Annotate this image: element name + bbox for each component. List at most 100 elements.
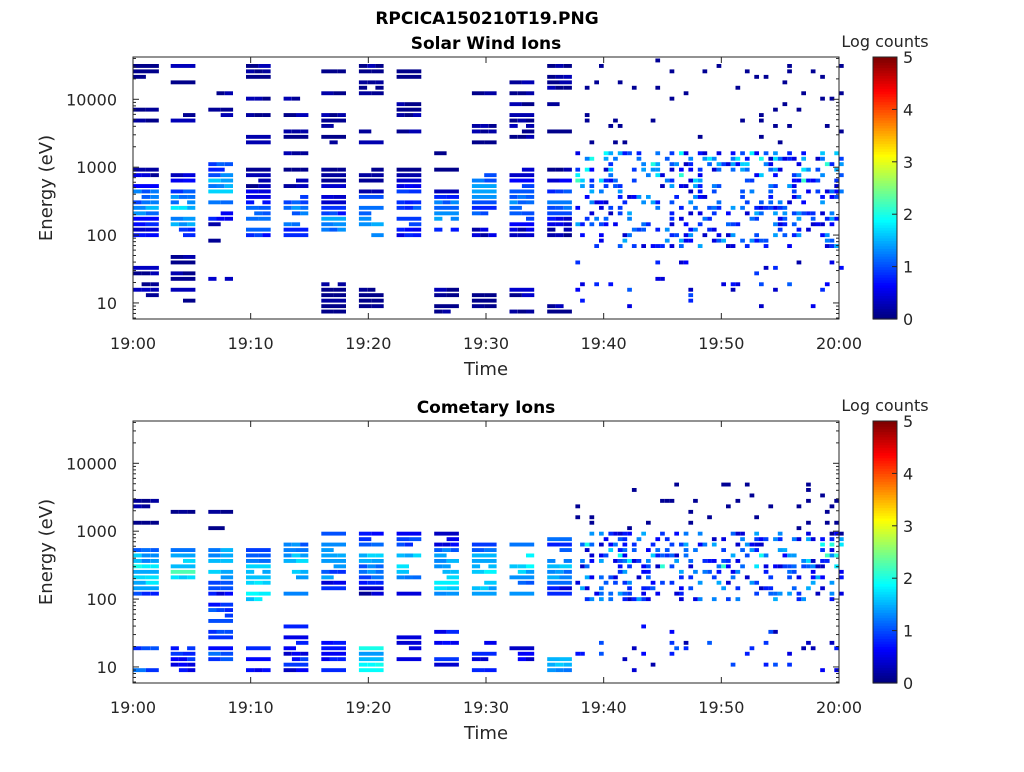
y-tick-label: 10 xyxy=(97,658,117,677)
heatmap-cell xyxy=(749,216,755,221)
heatmap-cell xyxy=(815,591,821,596)
heatmap-cell xyxy=(471,553,497,558)
heatmap-cell xyxy=(636,575,642,580)
heatmap-cell xyxy=(702,569,708,574)
colorbar-step xyxy=(873,256,897,260)
heatmap-cell xyxy=(669,151,675,156)
heatmap-cell xyxy=(810,304,816,309)
heatmap-cell xyxy=(636,227,642,232)
heatmap-cell xyxy=(471,657,481,662)
heatmap-cell xyxy=(693,195,698,199)
heatmap-cell xyxy=(711,211,717,216)
heatmap-cell xyxy=(509,211,522,216)
heatmap-cell xyxy=(434,559,447,563)
colorbar-step xyxy=(873,565,897,569)
heatmap-cell xyxy=(329,553,338,558)
heatmap-cell xyxy=(246,173,271,178)
heatmap-cell xyxy=(763,564,769,569)
heatmap-cell xyxy=(170,222,179,227)
heatmap-cell xyxy=(216,629,225,634)
colorbar-step xyxy=(873,177,897,181)
heatmap-cell xyxy=(434,167,459,172)
heatmap-cell xyxy=(509,205,522,210)
colorbar-step xyxy=(873,567,897,571)
colorbar-step xyxy=(873,243,897,247)
y-tick-label: 10 xyxy=(97,294,117,313)
heatmap-cell xyxy=(547,189,556,194)
heatmap-cell xyxy=(683,222,689,227)
heatmap-cell xyxy=(141,271,151,276)
heatmap-cell xyxy=(773,591,778,596)
colorbar-step xyxy=(873,572,897,577)
heatmap-cell xyxy=(791,195,797,199)
heatmap-cell xyxy=(707,205,712,210)
colorbar-step xyxy=(873,441,897,446)
heatmap-cell xyxy=(599,189,604,194)
heatmap-cell xyxy=(408,189,422,194)
colorbar-step xyxy=(873,269,897,273)
heatmap-cell xyxy=(754,74,759,79)
heatmap-cell xyxy=(693,227,698,232)
heatmap-cell xyxy=(711,184,717,188)
heatmap-cell xyxy=(740,118,745,123)
heatmap-cell xyxy=(631,85,637,90)
heatmap-cell xyxy=(471,548,485,552)
heatmap-cell xyxy=(321,282,330,287)
heatmap-cell xyxy=(655,205,661,210)
heatmap-cell xyxy=(584,156,590,161)
heatmap-cell xyxy=(555,662,564,667)
heatmap-cell xyxy=(820,575,825,580)
heatmap-cell xyxy=(471,591,497,596)
heatmap-cell xyxy=(763,74,769,79)
heatmap-cell xyxy=(782,548,788,552)
y-tick-label: 1000 xyxy=(76,158,117,177)
heatmap-cell xyxy=(693,498,698,503)
heatmap-cell xyxy=(509,118,518,123)
heatmap-cell xyxy=(526,569,535,574)
heatmap-cell xyxy=(509,227,518,232)
heatmap-cell xyxy=(646,520,651,525)
heatmap-cell xyxy=(768,167,774,172)
heatmap-cell xyxy=(404,575,413,580)
heatmap-cell xyxy=(829,580,835,585)
heatmap-cell xyxy=(627,586,632,591)
heatmap-cell xyxy=(744,542,750,547)
heatmap-cell xyxy=(404,205,413,210)
heatmap-cell xyxy=(358,575,372,580)
heatmap-cell xyxy=(697,244,703,248)
heatmap-cell xyxy=(820,537,825,542)
heatmap-cell xyxy=(730,156,736,161)
heatmap-cell xyxy=(434,195,447,199)
heatmap-cell xyxy=(679,167,684,172)
heatmap-cell xyxy=(730,167,736,172)
heatmap-cell xyxy=(711,156,717,161)
colorbar-step xyxy=(873,614,897,619)
heatmap-cell xyxy=(208,167,217,172)
heatmap-cell xyxy=(396,129,409,134)
heatmap-cell xyxy=(170,64,196,68)
colorbar-step xyxy=(873,237,897,241)
colorbar-step xyxy=(873,164,897,168)
colorbar-step xyxy=(873,431,897,435)
heatmap-cell xyxy=(358,646,384,651)
heatmap-cell xyxy=(133,222,146,227)
heatmap-cell xyxy=(749,189,755,194)
heatmap-cell xyxy=(183,651,196,656)
heatmap-cell xyxy=(707,515,712,520)
heatmap-cell xyxy=(754,531,759,536)
heatmap-cell xyxy=(133,668,146,673)
heatmap-cell xyxy=(820,233,825,238)
heatmap-cell xyxy=(358,304,372,309)
heatmap-cell xyxy=(141,189,151,194)
heatmap-cell xyxy=(358,591,372,596)
heatmap-cell xyxy=(627,216,632,221)
heatmap-cell xyxy=(471,91,485,96)
heatmap-cell xyxy=(547,564,560,569)
heatmap-cell xyxy=(337,553,346,558)
colorbar-step xyxy=(873,515,897,519)
heatmap-cell xyxy=(603,580,609,585)
colorbar-step xyxy=(873,161,897,166)
heatmap-cell xyxy=(300,151,309,156)
colorbar-step xyxy=(873,622,897,626)
heatmap-cell xyxy=(509,542,535,547)
